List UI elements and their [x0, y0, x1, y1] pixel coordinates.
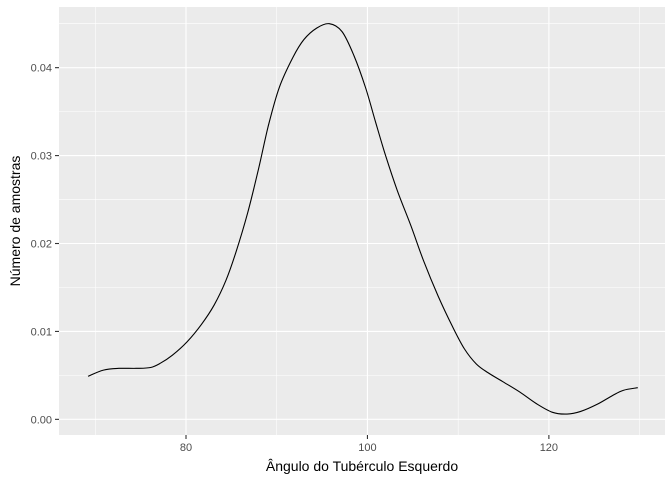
- y-tick-label: 0.03: [31, 151, 52, 163]
- x-axis: 80 100 120: [180, 435, 558, 454]
- plot-panel: [59, 7, 665, 435]
- density-line: [87, 23, 638, 415]
- y-tick-label: 0.00: [31, 414, 52, 426]
- y-tick-label: 0.01: [31, 326, 52, 338]
- series-layer: [87, 23, 638, 415]
- grid-major-lines: [59, 7, 665, 435]
- y-axis-title: Número de amostras: [7, 156, 23, 287]
- x-tick-label: 120: [540, 442, 558, 454]
- y-axis: 0.00 0.01 0.02 0.03 0.04: [31, 63, 59, 426]
- y-tick-label: 0.04: [31, 63, 52, 75]
- x-axis-title: Ângulo do Tubérculo Esquerdo: [266, 458, 458, 474]
- grid-minor-lines: [59, 7, 665, 435]
- x-tick-label: 80: [180, 442, 192, 454]
- y-tick-label: 0.02: [31, 239, 52, 251]
- x-tick-label: 100: [358, 442, 376, 454]
